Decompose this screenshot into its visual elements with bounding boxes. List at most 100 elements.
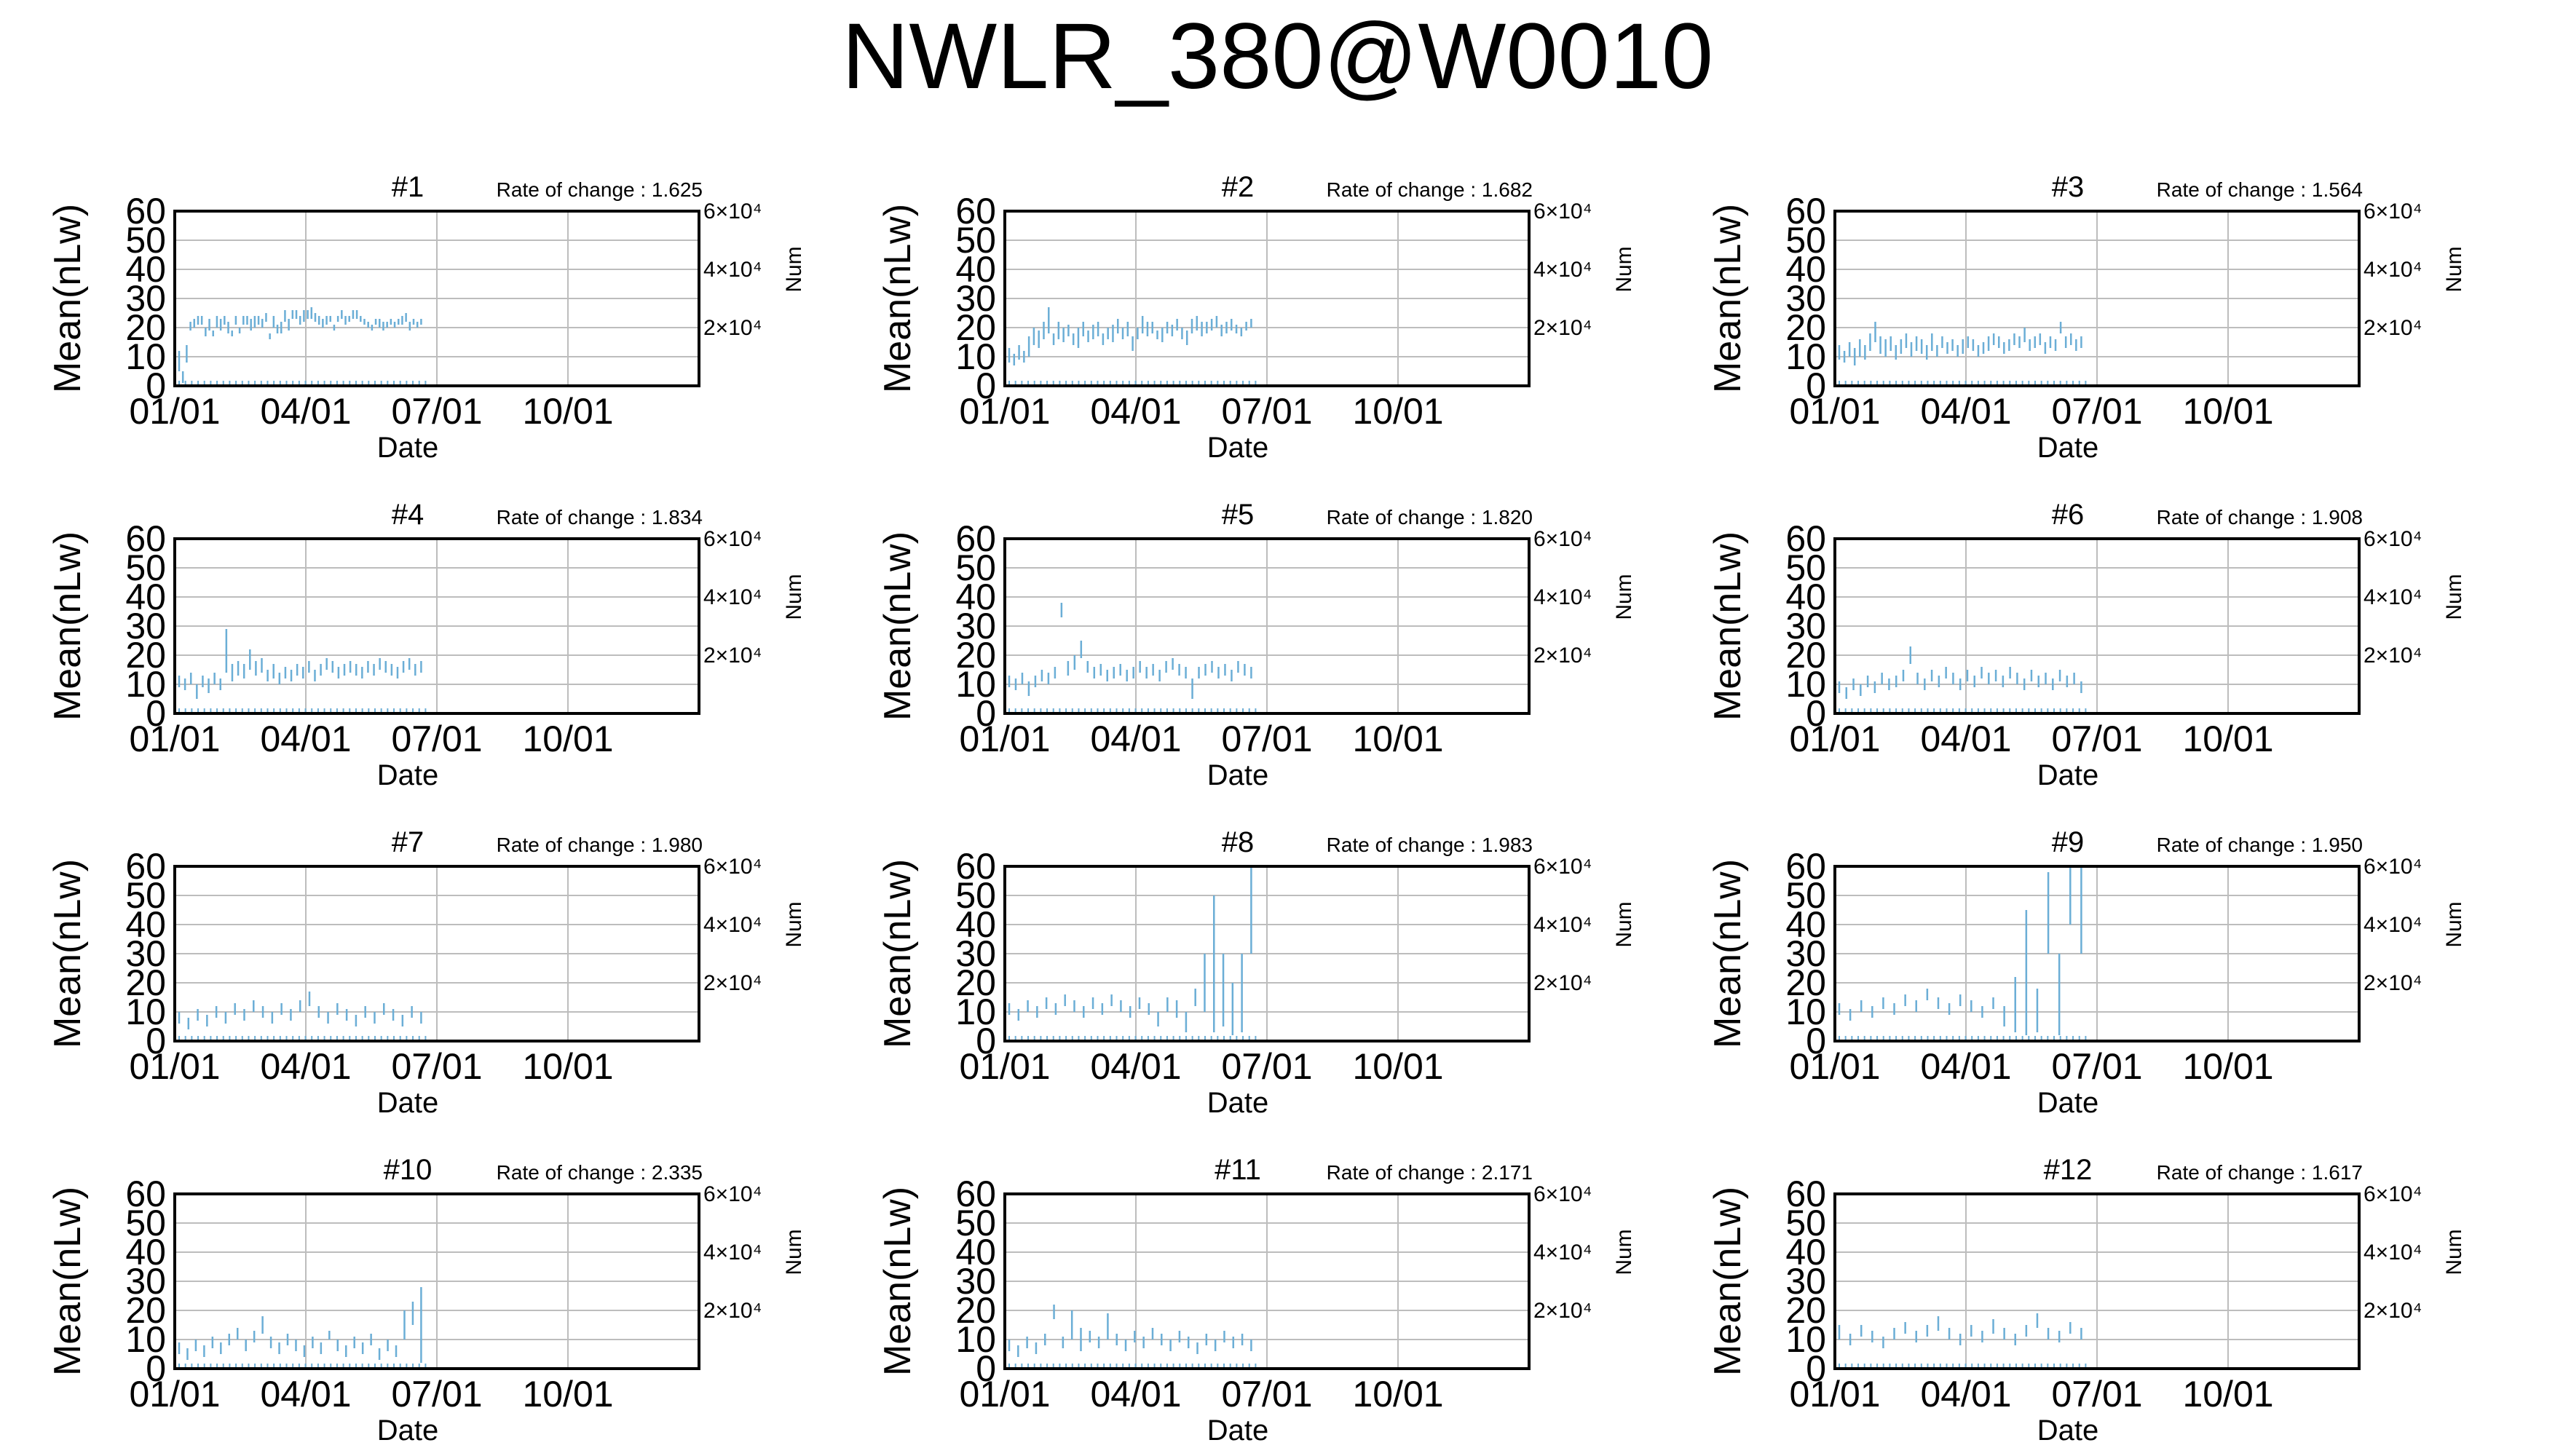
y-tick-label: 0 <box>146 693 166 734</box>
y-tick-label: 0 <box>146 1348 166 1389</box>
y-axis-label: Mean(nLw) <box>877 859 919 1048</box>
y2-tick-label: 2×10⁴ <box>1533 1299 1592 1323</box>
y-tick-label: 60 <box>955 1174 996 1214</box>
y2-tick-label: 4×10⁴ <box>1533 585 1592 609</box>
y-tick-label: 30 <box>125 933 166 974</box>
y-tick-label: 30 <box>1785 1261 1826 1302</box>
x-tick-label: 01/01 <box>1789 719 1880 759</box>
x-tick-label: 04/01 <box>260 1046 351 1087</box>
y2-tick-label: 6×10⁴ <box>1533 527 1592 551</box>
x-tick-label: 01/01 <box>959 1374 1050 1415</box>
y-tick-label: 10 <box>1785 1319 1826 1360</box>
x-tick-label: 07/01 <box>391 719 482 759</box>
y-tick-label: 40 <box>1785 249 1826 290</box>
figure-title: NWLR_380@W0010 <box>841 4 1714 108</box>
y-tick-label: 10 <box>125 992 166 1032</box>
y2-tick-label: 2×10⁴ <box>1533 316 1592 340</box>
y2-tick-label: 4×10⁴ <box>2364 585 2422 609</box>
x-tick-label: 01/01 <box>1789 1046 1880 1087</box>
y-tick-label: 50 <box>1785 547 1826 588</box>
x-tick-label: 01/01 <box>129 1374 220 1415</box>
y-tick-label: 20 <box>955 962 996 1003</box>
y2-axis-label: Num <box>782 246 806 292</box>
y-tick-label: 0 <box>976 365 996 406</box>
y-tick-label: 0 <box>146 365 166 406</box>
y-tick-label: 10 <box>955 664 996 705</box>
y-tick-label: 50 <box>955 1203 996 1243</box>
panel-title: #7 <box>392 826 424 858</box>
y2-axis-label: Num <box>782 901 806 947</box>
y-tick-label: 30 <box>1785 606 1826 646</box>
y2-tick-label: 2×10⁴ <box>703 316 762 340</box>
y-tick-label: 0 <box>976 1021 996 1061</box>
x-axis-label: Date <box>1207 759 1269 791</box>
y-tick-label: 30 <box>955 278 996 319</box>
y-tick-label: 40 <box>955 904 996 945</box>
plot-frame <box>1833 210 2361 387</box>
x-tick-label: 01/01 <box>129 719 220 759</box>
y2-tick-label: 6×10⁴ <box>2364 199 2422 223</box>
x-tick-label: 01/01 <box>1789 391 1880 432</box>
y-tick-label: 0 <box>1806 693 1826 734</box>
y-tick-label: 20 <box>955 635 996 676</box>
x-tick-label: 04/01 <box>1090 1374 1181 1415</box>
x-tick-label: 01/01 <box>959 719 1050 759</box>
y-tick-label: 50 <box>125 875 166 916</box>
y-tick-label: 20 <box>125 1290 166 1331</box>
y2-tick-label: 4×10⁴ <box>703 258 762 282</box>
y2-tick-label: 6×10⁴ <box>2364 855 2422 879</box>
x-tick-label: 01/01 <box>959 391 1050 432</box>
y2-axis-label: Num <box>2442 574 2466 620</box>
y2-axis-label: Num <box>2442 1229 2466 1275</box>
y-tick-label: 20 <box>1785 1290 1826 1331</box>
rate-of-change: Rate of change : 1.983 <box>1327 834 1533 856</box>
y-tick-label: 40 <box>125 249 166 290</box>
y-tick-label: 10 <box>125 664 166 705</box>
x-tick-label: 04/01 <box>1920 719 2011 759</box>
x-tick-label: 04/01 <box>260 719 351 759</box>
x-tick-label: 04/01 <box>1090 719 1181 759</box>
y-tick-label: 10 <box>125 336 166 377</box>
x-tick-label: 07/01 <box>391 391 482 432</box>
y-axis-label: Mean(nLw) <box>877 204 919 393</box>
y-axis-label: Mean(nLw) <box>47 204 89 393</box>
panel-title: #8 <box>1222 826 1255 858</box>
x-tick-label: 10/01 <box>1352 391 1443 432</box>
plot-frame <box>1003 210 1531 387</box>
y-tick-label: 30 <box>125 606 166 646</box>
x-axis-label: Date <box>2037 432 2099 464</box>
x-tick-label: 10/01 <box>1352 1046 1443 1087</box>
x-tick-label: 07/01 <box>391 1046 482 1087</box>
y-tick-label: 60 <box>125 191 166 232</box>
y-axis-label: Mean(nLw) <box>47 859 89 1048</box>
y-tick-label: 10 <box>955 1319 996 1360</box>
y-tick-label: 20 <box>125 307 166 348</box>
x-tick-label: 10/01 <box>522 719 613 759</box>
y-axis-label: Mean(nLw) <box>1707 859 1749 1048</box>
x-tick-label: 07/01 <box>2051 1046 2142 1087</box>
x-tick-label: 07/01 <box>2051 1374 2142 1415</box>
y2-tick-label: 2×10⁴ <box>2364 1299 2422 1323</box>
y2-tick-label: 4×10⁴ <box>703 1241 762 1265</box>
x-tick-label: 07/01 <box>391 1374 482 1415</box>
plot-frame <box>1003 865 1531 1042</box>
y-tick-label: 40 <box>955 1232 996 1273</box>
panel-title: #9 <box>2052 826 2085 858</box>
rate-of-change: Rate of change : 1.625 <box>497 178 703 201</box>
y-axis-label: Mean(nLw) <box>47 531 89 721</box>
x-axis-label: Date <box>377 759 439 791</box>
y-tick-label: 30 <box>955 1261 996 1302</box>
y2-tick-label: 2×10⁴ <box>2364 316 2422 340</box>
panel-title: #1 <box>392 171 424 203</box>
panel-title: #4 <box>392 499 424 531</box>
y2-axis-label: Num <box>1612 246 1636 292</box>
rate-of-change: Rate of change : 1.834 <box>497 506 703 529</box>
plot-frame <box>173 865 700 1042</box>
